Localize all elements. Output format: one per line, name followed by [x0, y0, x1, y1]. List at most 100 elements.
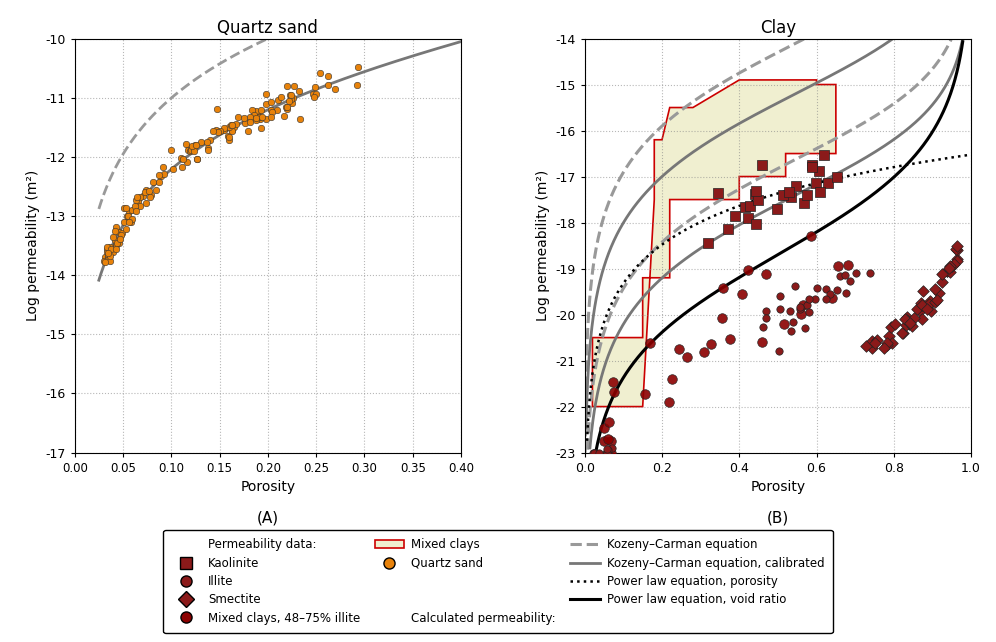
Point — [129, 191, 145, 202]
Point — [604, 442, 620, 453]
Point — [799, 300, 815, 311]
Point — [270, 105, 286, 116]
Point — [862, 268, 877, 279]
Point — [350, 80, 366, 90]
Point — [804, 160, 820, 170]
Point — [100, 250, 116, 261]
Point — [586, 447, 602, 458]
Point — [124, 214, 139, 224]
Point — [99, 247, 115, 257]
Point — [113, 234, 128, 244]
Point — [782, 306, 798, 316]
X-axis label: Porosity: Porosity — [240, 480, 296, 494]
Point — [221, 122, 237, 132]
Point — [138, 198, 154, 209]
Point — [949, 256, 965, 266]
Point — [208, 125, 224, 135]
Point — [122, 217, 137, 227]
Point — [606, 387, 622, 397]
Point — [875, 343, 891, 354]
Point — [742, 200, 758, 211]
Point — [600, 447, 616, 458]
Point — [210, 126, 226, 137]
Text: (B): (B) — [767, 510, 789, 526]
Point — [320, 71, 336, 81]
Point — [282, 90, 298, 100]
Point — [202, 134, 218, 144]
Point — [837, 270, 853, 280]
Point — [696, 347, 712, 358]
Point — [788, 281, 804, 291]
Point — [679, 352, 695, 362]
Point — [894, 328, 910, 338]
X-axis label: Porosity: Porosity — [750, 480, 806, 494]
Point — [941, 267, 957, 277]
Point — [637, 388, 653, 399]
Point — [307, 92, 323, 102]
Point — [258, 89, 274, 100]
Point — [605, 377, 621, 387]
Point — [183, 145, 199, 155]
Point — [715, 283, 731, 293]
Point — [248, 115, 264, 125]
Point — [224, 119, 240, 130]
Point — [748, 219, 764, 229]
Point — [754, 336, 770, 347]
Point — [783, 192, 799, 202]
Point — [134, 191, 150, 201]
Point — [914, 314, 930, 324]
Point — [97, 252, 113, 262]
Point — [223, 119, 239, 130]
Point — [865, 336, 880, 346]
Point — [216, 123, 232, 134]
Point — [601, 445, 617, 455]
Point — [107, 226, 123, 236]
Point — [228, 119, 244, 130]
Point — [284, 98, 300, 108]
Point — [115, 229, 130, 239]
Point — [114, 230, 129, 240]
Point — [117, 203, 132, 213]
Point — [771, 345, 787, 356]
Point — [216, 125, 232, 135]
Point — [105, 247, 121, 257]
Point — [865, 343, 880, 353]
Point — [321, 80, 337, 90]
Point — [138, 185, 154, 195]
Point — [259, 100, 275, 110]
Point — [703, 338, 719, 349]
Point — [279, 101, 295, 112]
Point — [849, 268, 865, 279]
Point — [720, 223, 736, 234]
Point — [769, 204, 785, 214]
Point — [796, 198, 812, 209]
Point — [282, 96, 298, 106]
Point — [273, 92, 289, 102]
Point — [226, 122, 242, 132]
Point — [200, 145, 216, 155]
Point — [838, 288, 854, 298]
Point — [145, 177, 161, 187]
Point — [104, 244, 120, 254]
Point — [154, 162, 170, 172]
Point — [97, 257, 113, 267]
Point — [868, 338, 883, 348]
Point — [307, 82, 323, 92]
Point — [147, 184, 163, 195]
Point — [933, 277, 949, 288]
Point — [286, 81, 302, 91]
Point — [927, 297, 943, 308]
Point — [801, 293, 817, 304]
Point — [798, 323, 814, 333]
Point — [270, 95, 286, 105]
Point — [904, 321, 920, 331]
Point — [230, 112, 246, 122]
Point — [754, 160, 770, 170]
Point — [919, 304, 935, 314]
Point — [811, 166, 827, 176]
Point — [795, 300, 811, 310]
Point — [120, 211, 135, 221]
Point — [124, 205, 139, 216]
Point — [116, 217, 131, 227]
Point — [236, 113, 252, 123]
